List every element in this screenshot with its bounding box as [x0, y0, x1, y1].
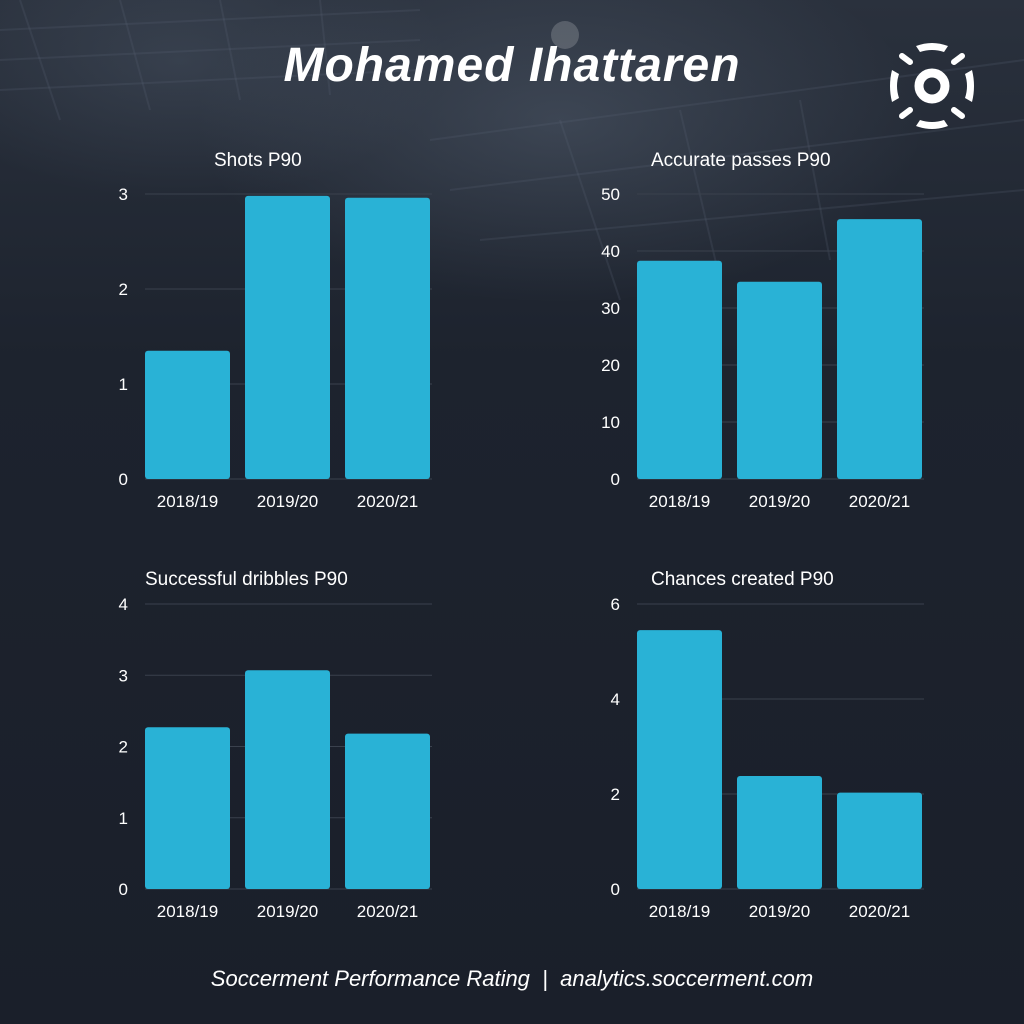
- y-tick-label: 30: [601, 299, 620, 318]
- bar-2018-19: [145, 350, 230, 479]
- y-tick-label: 3: [119, 666, 128, 685]
- chart-title-shots: Shots P90: [214, 150, 302, 171]
- y-tick-label: 1: [119, 375, 128, 394]
- chart-chances-created: 0 2 4 6 2018/19 2019/20 2020/21: [611, 595, 924, 921]
- footer-rating-text: Soccerment Performance Rating: [210, 966, 530, 991]
- bar-2019-20: [737, 775, 822, 889]
- bar-2019-20: [245, 195, 330, 479]
- bar-2018-19: [637, 260, 722, 479]
- y-tick-label: 2: [119, 738, 128, 757]
- chart-accurate-passes: 0 10 20 30 40 50 2018/19 2019/20 2020/21: [601, 185, 924, 511]
- bar-2020-21: [345, 197, 430, 480]
- x-tick-label: 2019/20: [749, 492, 810, 511]
- x-tick-label: 2019/20: [257, 492, 318, 511]
- y-tick-label: 20: [601, 356, 620, 375]
- x-tick-label: 2019/20: [749, 902, 810, 921]
- y-tick-label: 10: [601, 413, 620, 432]
- y-tick-label: 50: [601, 185, 620, 204]
- bar-2018-19: [637, 630, 722, 889]
- bar-2020-21: [837, 219, 922, 479]
- chart-title-passes: Accurate passes P90: [651, 150, 831, 171]
- y-tick-label: 2: [611, 785, 620, 804]
- bar-2018-19: [145, 727, 230, 889]
- chart-title-dribbles: Successful dribbles P90: [145, 569, 348, 590]
- x-tick-label: 2020/21: [849, 902, 910, 921]
- footer: Soccerment Performance Rating | analytic…: [0, 966, 1024, 992]
- chart-title-chances: Chances created P90: [651, 569, 834, 590]
- chart-successful-dribbles: 0 1 2 3 4 2018/19 2019/20 2020/21: [119, 595, 432, 921]
- footer-separator: |: [542, 966, 548, 991]
- y-tick-label: 3: [119, 185, 128, 204]
- x-tick-label: 2019/20: [257, 902, 318, 921]
- soccerment-logo-icon: [890, 43, 974, 129]
- x-tick-label: 2018/19: [649, 902, 710, 921]
- y-tick-label: 4: [119, 595, 128, 614]
- y-tick-label: 40: [601, 242, 620, 261]
- chart-shots: 0 1 2 3 2018/19 2019/20 2020/21: [119, 185, 432, 511]
- x-tick-label: 2018/19: [157, 492, 218, 511]
- bar-2020-21: [837, 792, 922, 889]
- bar-2019-20: [245, 670, 330, 889]
- x-tick-label: 2020/21: [357, 902, 418, 921]
- y-tick-label: 0: [119, 470, 128, 489]
- y-tick-label: 2: [119, 280, 128, 299]
- bar-2020-21: [345, 733, 430, 889]
- y-tick-label: 4: [611, 690, 620, 709]
- bar-2019-20: [737, 281, 822, 479]
- x-tick-label: 2018/19: [157, 902, 218, 921]
- y-tick-label: 6: [611, 595, 620, 614]
- y-tick-label: 0: [119, 880, 128, 899]
- footer-url-link[interactable]: analytics.soccerment.com: [560, 966, 814, 991]
- y-tick-label: 0: [611, 880, 620, 899]
- y-tick-label: 1: [119, 809, 128, 828]
- y-tick-label: 0: [611, 470, 620, 489]
- player-name-title: Mohamed Ihattaren: [283, 39, 741, 92]
- x-tick-label: 2018/19: [649, 492, 710, 511]
- x-tick-label: 2020/21: [849, 492, 910, 511]
- x-tick-label: 2020/21: [357, 492, 418, 511]
